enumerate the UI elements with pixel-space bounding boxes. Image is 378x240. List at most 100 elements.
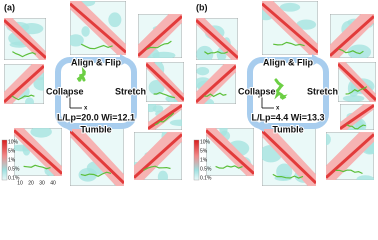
density-core <box>70 2 126 54</box>
snapshot <box>14 128 62 176</box>
snapshot <box>196 64 236 104</box>
snapshot <box>206 128 254 176</box>
density-core <box>326 133 374 179</box>
molecule <box>76 66 86 82</box>
polymer <box>338 48 364 55</box>
density-core <box>4 64 44 104</box>
snapshot <box>70 128 124 186</box>
blob <box>33 77 44 91</box>
blob <box>279 2 301 12</box>
snapshot <box>338 62 376 102</box>
polymer <box>11 94 35 101</box>
colorbar-label: 1% <box>200 157 208 163</box>
axis-label: x <box>84 106 88 112</box>
x-tick-label: 20 <box>28 180 34 186</box>
blob <box>30 128 52 138</box>
state-label: Collapse <box>238 86 276 96</box>
arrow-head <box>120 54 130 66</box>
density-core <box>134 133 182 179</box>
polymer <box>12 51 37 58</box>
snapshot <box>262 1 318 55</box>
density-core <box>338 62 376 102</box>
figure: (a) z x Align & Flip Collapse Stretch L/Lp=20.… <box>1 1 376 186</box>
blob <box>70 34 84 47</box>
state-label: Align & Flip <box>71 57 121 67</box>
snapshot <box>4 64 44 104</box>
density-core <box>262 129 316 185</box>
blob <box>81 26 90 37</box>
snapshot <box>196 18 238 60</box>
snapshot <box>146 62 184 102</box>
blob <box>169 119 182 127</box>
axis-label: x <box>276 106 280 112</box>
density-core <box>196 18 238 60</box>
arrow-head <box>254 120 264 132</box>
cycle-arrow <box>55 57 137 129</box>
polymer <box>153 91 176 99</box>
state-label: Tumble <box>272 124 303 134</box>
blob <box>342 95 365 102</box>
parameters: L/Lp=20.0 Wi=12.1 <box>57 112 135 122</box>
state-label: Align & Flip <box>263 57 313 67</box>
snapshot <box>326 132 374 180</box>
polymer <box>80 43 113 50</box>
state-label: Tumble <box>80 124 111 134</box>
panel-label: (a) <box>4 2 15 12</box>
density-core <box>196 64 236 104</box>
colorbar-label: 5% <box>8 148 16 154</box>
polymer <box>345 86 368 95</box>
density-core <box>14 129 62 175</box>
polymer <box>143 165 171 171</box>
polymer <box>272 173 304 179</box>
blob <box>347 44 372 58</box>
polymer <box>203 92 227 98</box>
colorbar-label: 10% <box>8 139 19 145</box>
snapshot <box>330 14 374 58</box>
colorbar <box>1 139 8 181</box>
density-core <box>262 2 318 54</box>
density-core <box>148 104 182 130</box>
state-label: Collapse <box>46 86 84 96</box>
state-label: Stretch <box>115 86 146 96</box>
density-core <box>70 129 124 185</box>
density-core <box>146 62 184 102</box>
x-tick-label: 40 <box>50 180 56 186</box>
colorbar <box>193 139 200 181</box>
panel-label: (b) <box>196 2 208 12</box>
colorbar-label: 0.5% <box>200 166 212 172</box>
blob <box>157 170 169 180</box>
state-label: Stretch <box>307 86 338 96</box>
colorbar-label: 0.1% <box>8 175 20 181</box>
axis-label: z <box>258 94 261 100</box>
density-core <box>4 18 46 60</box>
snapshot <box>4 18 46 60</box>
colorbar-label: 1% <box>8 157 16 163</box>
polymer <box>80 171 112 177</box>
blob <box>326 133 331 146</box>
blob <box>148 104 157 113</box>
colorbar-label: 0.1% <box>200 175 212 181</box>
snapshot <box>70 1 126 55</box>
colorbar-label: 5% <box>200 148 208 154</box>
snapshot <box>262 128 316 186</box>
snapshot <box>138 14 182 58</box>
colorbar-label: 10% <box>200 139 211 145</box>
density-core <box>330 15 374 57</box>
molecule <box>273 78 288 100</box>
parameters: L/Lp=4.4 Wi=13.3 <box>252 112 325 122</box>
arrow-head <box>312 54 322 66</box>
polymer <box>154 112 175 126</box>
blob <box>296 19 317 30</box>
polymer <box>146 40 172 50</box>
blob <box>196 67 210 76</box>
x-tick-label: 10 <box>17 180 23 186</box>
density-core <box>206 129 254 175</box>
snapshot <box>134 132 182 180</box>
blob <box>356 175 374 180</box>
cycle-arrow <box>247 57 329 129</box>
blob <box>148 79 165 95</box>
polymer <box>273 41 305 47</box>
blob <box>196 45 214 60</box>
snapshot <box>148 104 182 130</box>
polymer <box>204 51 229 55</box>
